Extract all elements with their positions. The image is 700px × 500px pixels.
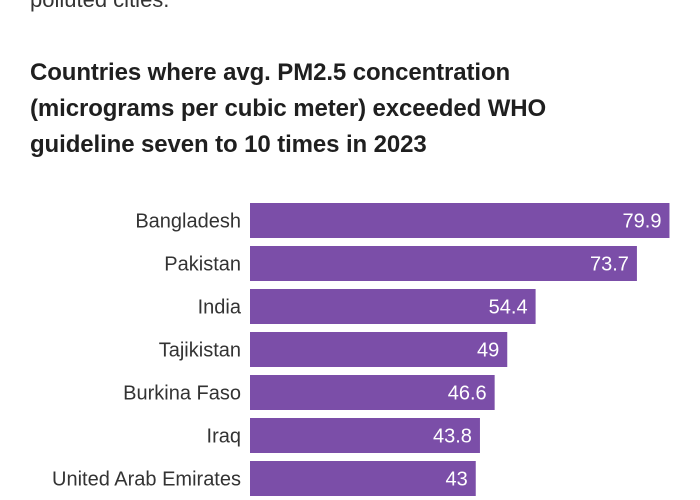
category-label-burkina-faso: Burkina Faso — [123, 383, 241, 405]
bars-group — [250, 203, 670, 496]
bar-tajikistan — [250, 332, 508, 367]
chart-title: Countries where avg. PM2.5 concentration… — [30, 59, 547, 158]
bar-iraq — [250, 418, 480, 453]
category-labels-group: Bangladesh Pakistan India Tajikistan Burkina… — [52, 211, 242, 491]
value-label-pakistan: 73.7 — [590, 254, 629, 276]
value-label-bangladesh: 79.9 — [623, 211, 662, 233]
intro-text-fragment: polluted cities. — [30, 0, 169, 14]
bar-burkina-faso — [250, 375, 495, 410]
category-label-united-arab-emirates: United Arab Emirates — [52, 469, 241, 491]
value-label-india: 54.4 — [489, 297, 528, 319]
bar-bangladesh — [250, 203, 670, 238]
bar-pakistan — [250, 246, 637, 281]
value-labels-group: 79.9 73.7 54.4 49 46.6 43.8 43 — [433, 211, 661, 491]
category-label-pakistan: Pakistan — [164, 254, 241, 276]
category-label-india: India — [198, 297, 242, 319]
category-label-tajikistan: Tajikistan — [159, 340, 241, 362]
value-label-burkina-faso: 46.6 — [448, 383, 487, 405]
value-label-tajikistan: 49 — [477, 340, 499, 362]
category-label-iraq: Iraq — [207, 426, 241, 448]
bar-united-arab-emirates — [250, 461, 476, 496]
category-label-bangladesh: Bangladesh — [135, 211, 241, 233]
value-label-iraq: 43.8 — [433, 426, 472, 448]
bar-india — [250, 289, 536, 324]
value-label-united-arab-emirates: 43 — [446, 469, 468, 491]
